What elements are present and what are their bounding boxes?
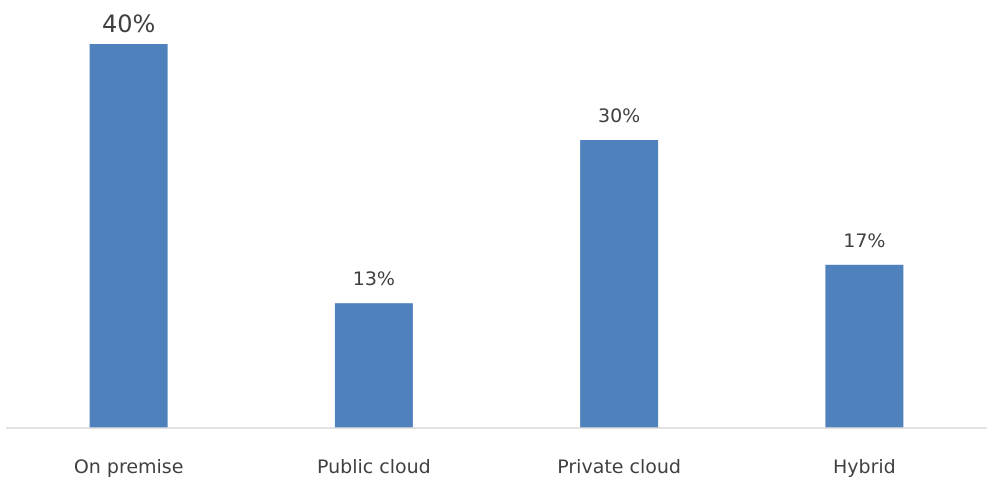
plot-area: 40% On premise 13% Public cloud 30% Private c… — [74, 10, 904, 478]
x-tick-label: Public cloud — [317, 456, 431, 478]
data-label: 40% — [102, 10, 155, 38]
bar-private-cloud — [580, 140, 659, 428]
data-label: 17% — [843, 230, 885, 252]
bar-hybrid — [825, 264, 904, 428]
data-label: 13% — [353, 268, 395, 290]
x-tick-label: Private cloud — [557, 456, 681, 478]
bar-on-premise — [89, 44, 168, 428]
x-tick-label: Hybrid — [833, 456, 896, 478]
data-label: 30% — [598, 105, 640, 127]
bar-public-cloud — [334, 303, 413, 428]
x-tick-label: On premise — [74, 456, 184, 478]
